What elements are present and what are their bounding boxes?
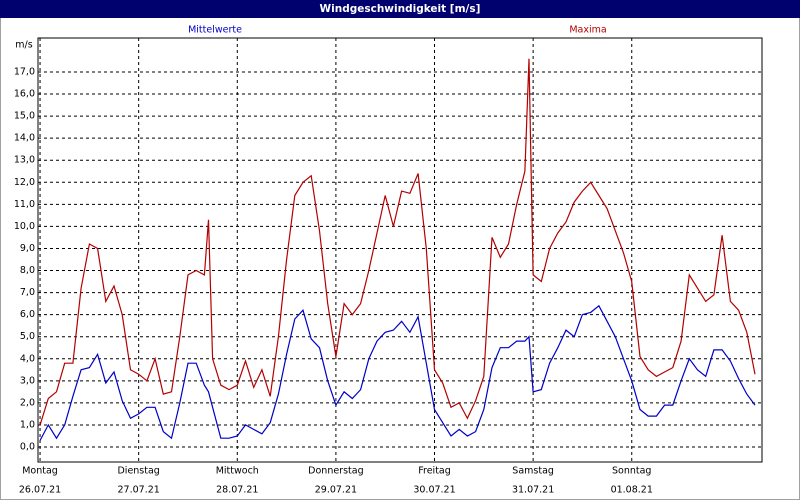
x-tick-label: Dienstag	[117, 466, 159, 477]
plot-area	[37, 37, 763, 463]
y-tick-label: 5,0	[20, 331, 35, 342]
y-tick-label: 16,0	[14, 89, 35, 100]
y-tick-label: 15,0	[14, 111, 35, 122]
x-tick-date: 01.08.21	[611, 485, 653, 496]
x-tick-label: Donnerstag	[308, 466, 363, 477]
data-line	[39, 304, 756, 441]
x-tick-label: Mittwoch	[216, 466, 259, 477]
y-tick-label: 3,0	[20, 375, 35, 386]
y-tick-label: 2,0	[20, 397, 35, 408]
y-tick-label: 6,0	[20, 309, 35, 320]
x-tick-label: Samstag	[512, 466, 554, 477]
x-tick-label: Montag	[22, 466, 58, 477]
x-tick-label: Freitag	[418, 466, 451, 477]
y-tick-label: 9,0	[20, 243, 35, 254]
x-tick-date: 28.07.21	[216, 485, 258, 496]
x-tick-date: 26.07.21	[19, 485, 61, 496]
y-tick-label: 17,0	[14, 66, 35, 77]
x-tick-label: Sonntag	[612, 466, 651, 477]
legend-label: Mittelwerte	[188, 25, 242, 36]
x-tick-date: 31.07.21	[512, 485, 554, 496]
y-tick-label: 14,0	[14, 133, 35, 144]
y-tick-label: 11,0	[14, 199, 35, 210]
legend-label: Maxima	[569, 25, 606, 36]
y-axis-label: m/s	[15, 40, 32, 51]
y-tick-label: 12,0	[14, 177, 35, 188]
y-tick-label: 13,0	[14, 155, 35, 166]
title-bar	[0, 0, 800, 18]
y-tick-label: 1,0	[20, 419, 35, 430]
y-tick-label: 0,0	[20, 441, 35, 452]
y-tick-label: 4,0	[20, 353, 35, 364]
y-tick-label: 8,0	[20, 265, 35, 276]
x-tick-date: 30.07.21	[413, 485, 455, 496]
chart-title: Windgeschwindigkeit [m/s]	[320, 3, 481, 15]
x-tick-date: 27.07.21	[118, 485, 160, 496]
y-tick-label: 7,0	[20, 287, 35, 298]
y-tick-label: 10,0	[14, 221, 35, 232]
data-line	[39, 58, 756, 426]
x-tick-date: 29.07.21	[315, 485, 357, 496]
